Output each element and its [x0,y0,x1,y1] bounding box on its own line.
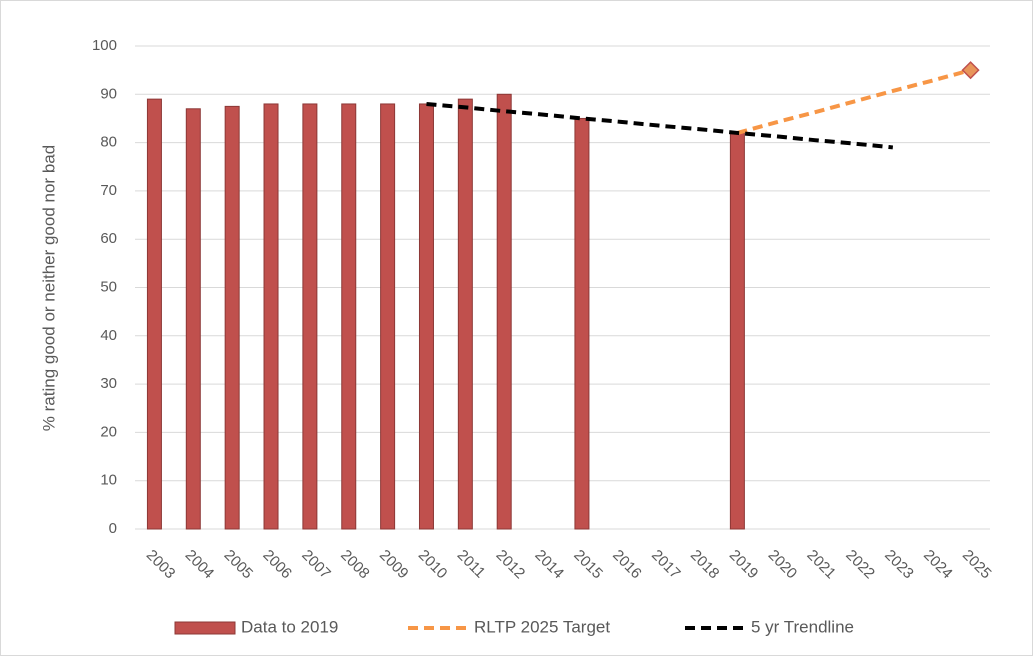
bar [224,105,240,530]
legend-label: 5 yr Trendline [751,617,854,636]
marker [961,61,980,80]
y-tick-label: 80 [100,134,117,151]
y-tick-label: 100 [92,37,117,54]
bar [380,103,396,530]
legend-label: Data to 2019 [241,617,338,636]
bar [185,108,201,530]
bar [263,103,279,530]
legend-swatch [174,621,236,635]
y-tick-label: 60 [100,230,117,247]
y-tick-label: 20 [100,423,117,440]
line [736,68,972,135]
y-tick-label: 90 [100,85,117,102]
bar [729,132,745,530]
y-tick-label: 70 [100,182,117,199]
y-tick-label: 0 [109,520,117,537]
bar [146,98,162,530]
bar [341,103,357,530]
y-tick-label: 30 [100,375,117,392]
y-tick-label: 10 [100,472,117,489]
y-tick-label: 40 [100,327,117,344]
bar [418,103,434,530]
y-tick-label: 50 [100,278,117,295]
bar [302,103,318,530]
bar [574,117,590,530]
y-axis-label: % rating good or neither good nor bad [39,145,58,431]
bar [457,98,473,530]
line [426,101,894,150]
legend-label: RLTP 2025 Target [474,617,610,636]
bar [496,93,512,530]
